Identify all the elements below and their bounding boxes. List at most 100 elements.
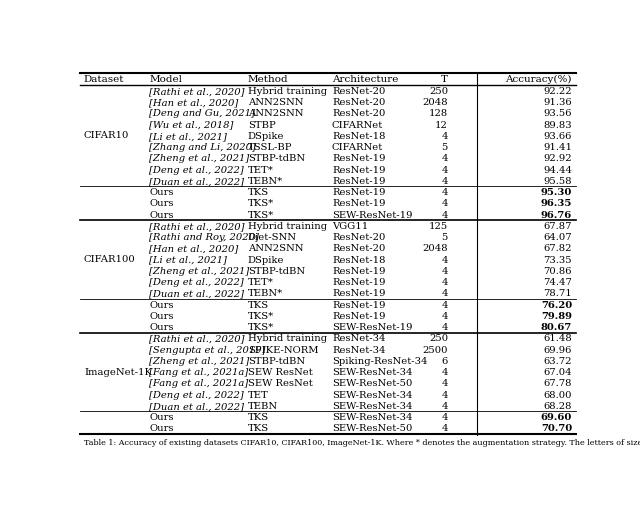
Text: ResNet-20: ResNet-20: [332, 233, 385, 242]
Text: SEW-ResNet-50: SEW-ResNet-50: [332, 424, 412, 433]
Text: Ours: Ours: [150, 211, 174, 219]
Text: [Rathi et al., 2020]: [Rathi et al., 2020]: [150, 87, 245, 96]
Text: [Li et al., 2021]: [Li et al., 2021]: [150, 256, 227, 265]
Text: [Deng et al., 2022]: [Deng et al., 2022]: [150, 166, 244, 175]
Text: STBP-tdBN: STBP-tdBN: [248, 154, 305, 164]
Text: 61.48: 61.48: [543, 334, 572, 343]
Text: 4: 4: [442, 278, 448, 287]
Text: Diet-SNN: Diet-SNN: [248, 233, 297, 242]
Text: Table 1: Accuracy of existing datasets CIFAR10, CIFAR100, ImageNet-1K. Where * d: Table 1: Accuracy of existing datasets C…: [84, 439, 640, 447]
Text: ANN2SNN: ANN2SNN: [248, 244, 303, 253]
Text: TET*: TET*: [248, 278, 273, 287]
Text: 125: 125: [429, 222, 448, 231]
Text: [Wu et al., 2018]: [Wu et al., 2018]: [150, 121, 234, 130]
Text: 5: 5: [442, 233, 448, 242]
Text: 92.22: 92.22: [543, 87, 572, 96]
Text: 4: 4: [442, 424, 448, 433]
Text: [Duan et al., 2022]: [Duan et al., 2022]: [150, 402, 244, 411]
Text: ResNet-19: ResNet-19: [332, 177, 385, 186]
Text: VGG11: VGG11: [332, 222, 368, 231]
Text: ResNet-19: ResNet-19: [332, 290, 385, 298]
Text: 250: 250: [429, 334, 448, 343]
Text: [Rathi and Roy, 2020]: [Rathi and Roy, 2020]: [150, 233, 259, 242]
Text: 4: 4: [442, 312, 448, 321]
Text: 4: 4: [442, 166, 448, 175]
Text: Ours: Ours: [150, 200, 174, 208]
Text: TET*: TET*: [248, 166, 273, 175]
Text: 4: 4: [442, 267, 448, 276]
Text: Hybrid training: Hybrid training: [248, 222, 327, 231]
Text: ResNet-19: ResNet-19: [332, 154, 385, 164]
Text: ResNet-19: ResNet-19: [332, 188, 385, 197]
Text: 80.67: 80.67: [541, 323, 572, 332]
Text: 4: 4: [442, 301, 448, 310]
Text: 68.00: 68.00: [543, 391, 572, 400]
Text: 79.89: 79.89: [541, 312, 572, 321]
Text: STBP: STBP: [248, 121, 275, 130]
Text: TET: TET: [248, 391, 268, 400]
Text: TKS: TKS: [248, 413, 269, 422]
Text: 4: 4: [442, 200, 448, 208]
Text: TKS: TKS: [248, 188, 269, 197]
Text: ResNet-18: ResNet-18: [332, 132, 385, 141]
Text: [Deng et al., 2022]: [Deng et al., 2022]: [150, 278, 244, 287]
Text: ANN2SNN: ANN2SNN: [248, 98, 303, 107]
Text: [Li et al., 2021]: [Li et al., 2021]: [150, 132, 227, 141]
Text: DSpike: DSpike: [248, 132, 284, 141]
Text: ResNet-20: ResNet-20: [332, 98, 385, 107]
Text: 4: 4: [442, 188, 448, 197]
Text: SEW-ResNet-19: SEW-ResNet-19: [332, 323, 412, 332]
Text: 5: 5: [442, 143, 448, 152]
Text: 4: 4: [442, 323, 448, 332]
Text: 89.83: 89.83: [543, 121, 572, 130]
Text: ResNet-19: ResNet-19: [332, 278, 385, 287]
Text: CIFARNet: CIFARNet: [332, 143, 383, 152]
Text: ResNet-34: ResNet-34: [332, 334, 385, 343]
Text: Architecture: Architecture: [332, 75, 398, 84]
Text: ResNet-20: ResNet-20: [332, 244, 385, 253]
Text: CIFAR100: CIFAR100: [84, 255, 136, 264]
Text: 4: 4: [442, 256, 448, 265]
Text: ResNet-19: ResNet-19: [332, 267, 385, 276]
Text: Dataset: Dataset: [84, 75, 124, 84]
Text: Ours: Ours: [150, 413, 174, 422]
Text: TKS*: TKS*: [248, 323, 274, 332]
Text: ResNet-34: ResNet-34: [332, 345, 385, 355]
Text: [Fang et al., 2021a]: [Fang et al., 2021a]: [150, 368, 249, 377]
Text: 2048: 2048: [422, 98, 448, 107]
Text: 73.35: 73.35: [543, 256, 572, 265]
Text: [Zheng et al., 2021]: [Zheng et al., 2021]: [150, 357, 250, 366]
Text: SPIKE-NORM: SPIKE-NORM: [248, 345, 318, 355]
Text: [Zheng et al., 2021]: [Zheng et al., 2021]: [150, 267, 250, 276]
Text: TKS: TKS: [248, 424, 269, 433]
Text: Ours: Ours: [150, 424, 174, 433]
Text: 6: 6: [442, 357, 448, 366]
Text: 2048: 2048: [422, 244, 448, 253]
Text: 67.87: 67.87: [543, 222, 572, 231]
Text: SEW-ResNet-34: SEW-ResNet-34: [332, 391, 412, 400]
Text: Model: Model: [150, 75, 182, 84]
Text: TEBN*: TEBN*: [248, 177, 283, 186]
Text: TKS*: TKS*: [248, 200, 274, 208]
Text: ResNet-18: ResNet-18: [332, 256, 385, 265]
Text: SEW-ResNet-34: SEW-ResNet-34: [332, 413, 412, 422]
Text: 93.66: 93.66: [543, 132, 572, 141]
Text: 12: 12: [435, 121, 448, 130]
Text: T: T: [441, 75, 448, 84]
Text: 92.92: 92.92: [543, 154, 572, 164]
Text: [Zhang and Li, 2020]: [Zhang and Li, 2020]: [150, 143, 256, 152]
Text: [Deng et al., 2022]: [Deng et al., 2022]: [150, 391, 244, 400]
Text: 67.82: 67.82: [543, 244, 572, 253]
Text: 4: 4: [442, 177, 448, 186]
Text: [Han et al., 2020]: [Han et al., 2020]: [150, 244, 239, 253]
Text: SEW-ResNet-19: SEW-ResNet-19: [332, 211, 412, 219]
Text: 67.04: 67.04: [543, 368, 572, 377]
Text: 67.78: 67.78: [543, 379, 572, 388]
Text: 95.58: 95.58: [543, 177, 572, 186]
Text: TEBN: TEBN: [248, 402, 278, 411]
Text: [Deng and Gu, 2021]: [Deng and Gu, 2021]: [150, 109, 255, 118]
Text: 69.60: 69.60: [541, 413, 572, 422]
Text: TEBN*: TEBN*: [248, 290, 283, 298]
Text: SEW-ResNet-34: SEW-ResNet-34: [332, 368, 412, 377]
Text: 70.70: 70.70: [541, 424, 572, 433]
